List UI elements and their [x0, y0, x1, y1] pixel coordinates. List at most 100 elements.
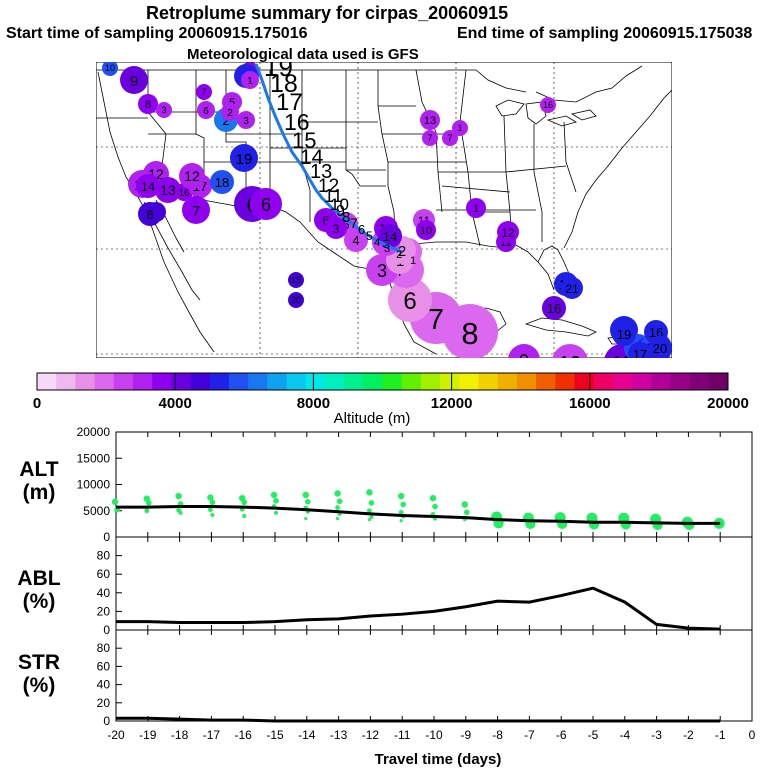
- map-markers: 9876543212311011121314151617181967891011…: [102, 62, 672, 358]
- map-marker-label: 4: [352, 233, 359, 248]
- altitude-colorbar: 0 4000 8000 12000 16000 20000 Altitude (m): [33, 372, 749, 427]
- map-marker: 19: [230, 144, 258, 172]
- alt-scatter-point: [464, 509, 470, 516]
- colorbar-tick-label: 0: [33, 395, 41, 412]
- map-marker-label: 12: [184, 168, 200, 184]
- plume-path-label: 17: [276, 89, 303, 116]
- y-tick-label: 15000: [77, 451, 111, 465]
- x-tick-label: -3: [651, 728, 662, 742]
- map-marker-dot: [196, 84, 212, 100]
- plume-path-label: 5: [366, 229, 373, 243]
- x-tick-label: -14: [298, 728, 316, 742]
- y-tick-label: 0: [103, 714, 110, 728]
- str-label-line2: (%): [22, 674, 56, 697]
- colorbar-cell: [132, 373, 153, 390]
- colorbar-cell: [401, 373, 422, 390]
- x-tick-label: -20: [107, 728, 125, 742]
- retroplume-map: 9876543212311011121314151617181967891011…: [96, 62, 672, 358]
- colorbar-cell: [171, 373, 192, 390]
- map-marker: 1: [452, 120, 468, 136]
- map-marker-label: 6: [322, 213, 329, 228]
- colorbar-tick-label: 16000: [569, 395, 611, 412]
- alt-scatter-point: [210, 512, 215, 517]
- colorbar-cell: [37, 373, 57, 390]
- plume-path-label: 14: [300, 146, 324, 169]
- alt-scatter-point: [208, 507, 213, 513]
- map-marker-dot: [210, 170, 234, 194]
- colorbar-cell: [478, 373, 499, 390]
- abl-label-line2: (%): [22, 590, 56, 613]
- chart-title: Retroplume summary for cirpas_20060915: [146, 3, 509, 23]
- x-tick-label: -10: [425, 728, 443, 742]
- map-marker: 20: [648, 336, 672, 358]
- map-marker: 18: [210, 170, 234, 194]
- x-tick-label: -18: [171, 728, 189, 742]
- map-marker-label: 7: [192, 203, 200, 220]
- colorbar-cell: [670, 373, 691, 390]
- x-tick-label: -2: [683, 728, 694, 742]
- colorbar-cell: [248, 373, 268, 390]
- alt-scatter-point: [432, 503, 438, 510]
- colorbar-tick-label: 4000: [159, 395, 192, 412]
- str-series-line: [116, 716, 721, 723]
- y-tick-label: 0: [103, 623, 110, 637]
- map-marker-label: 3: [333, 222, 340, 236]
- plume-path-label: 15: [292, 128, 316, 153]
- x-tick-label: -7: [524, 728, 535, 742]
- map-marker-dot: [542, 296, 566, 320]
- map-marker: 3: [156, 102, 172, 118]
- map-marker-label: 3: [161, 105, 166, 115]
- map-marker: 19: [612, 322, 636, 346]
- panel-frame: [115, 629, 753, 722]
- alt-scatter-point: [144, 508, 150, 514]
- x-tick-label: -19: [139, 728, 157, 742]
- y-tick-label: 20000: [77, 425, 111, 439]
- alt-scatter-point: [111, 498, 119, 506]
- map-marker-dot: [561, 277, 583, 299]
- map-marker-label: 16: [178, 188, 190, 199]
- map-marker-label: 7: [447, 133, 452, 143]
- map-marker-label: 16: [547, 301, 561, 316]
- map-marker-label: 18: [215, 175, 229, 190]
- x-tick-label: -11: [394, 728, 411, 742]
- y-tick-label: 20: [97, 696, 111, 710]
- colorbar-cell: [420, 373, 441, 390]
- plume-path-label: 4: [374, 237, 380, 249]
- map-marker-label: 9: [519, 351, 529, 358]
- map-marker-label: 14: [141, 179, 155, 194]
- colorbar-cell: [56, 373, 76, 390]
- y-tick-label: 60: [97, 567, 111, 581]
- colorbar-cell: [593, 373, 614, 390]
- colorbar-tick-label: 20000: [707, 395, 749, 412]
- colorbar-cell: [363, 373, 383, 390]
- map-marker-label: 14: [383, 229, 397, 244]
- map-marker-label: 8: [145, 99, 151, 111]
- map-marker: 7: [182, 196, 210, 224]
- x-tick-label: -9: [460, 728, 471, 742]
- map-marker-label: 10: [105, 63, 115, 73]
- map-marker-dot: [237, 111, 255, 129]
- map-marker-dot: [288, 272, 304, 288]
- map-marker-dot: [452, 120, 468, 136]
- map-marker-dot: [221, 103, 239, 121]
- map-marker-label: 19: [236, 151, 253, 168]
- colorbar-cell: [536, 373, 556, 390]
- alt-scatter-point: [399, 519, 403, 523]
- map-marker: 10: [102, 62, 118, 76]
- x-tick-label: -6: [556, 728, 567, 742]
- alt-scatter-point: [367, 508, 372, 514]
- end-time-label: End time of sampling 20060915.175038: [457, 25, 753, 42]
- map-marker-dot: [628, 342, 652, 358]
- colorbar-cell: [497, 373, 518, 390]
- map-marker-dot: [612, 322, 636, 346]
- map-marker: 9: [508, 344, 540, 358]
- alt-scatter-point: [336, 498, 343, 505]
- alt-scatter-point: [369, 515, 374, 520]
- colorbar-cell: [689, 373, 710, 390]
- map-marker: 7: [442, 130, 458, 146]
- alt-scatter-point: [178, 510, 183, 515]
- map-marker-dot: [250, 188, 282, 220]
- alt-scatter-point: [302, 491, 309, 499]
- colorbar-cell: [632, 373, 652, 390]
- map-marker: 1: [241, 71, 259, 89]
